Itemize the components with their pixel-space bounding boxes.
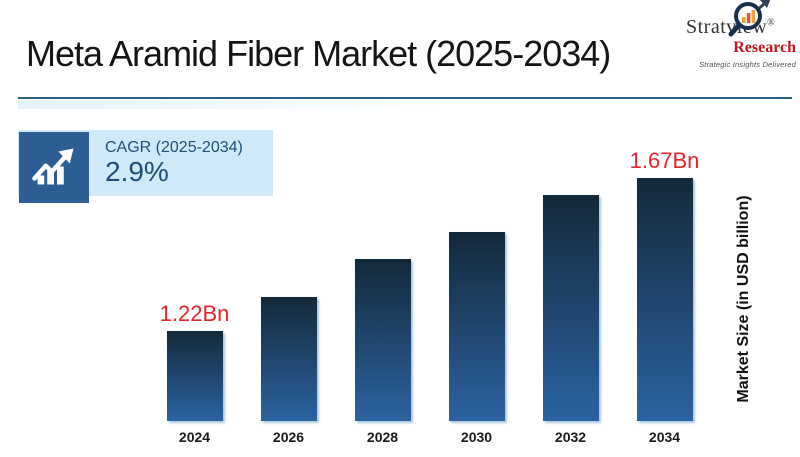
bar-2032: [542, 195, 599, 421]
title-divider-glow: [18, 100, 448, 109]
cagr-label: CAGR (2025-2034): [105, 139, 243, 156]
category-label-2024: 2024: [178, 429, 211, 445]
registered-trademark-icon: ®: [767, 17, 776, 29]
bar-2026: [260, 297, 317, 421]
y-axis-title: Market Size (in USD billion): [735, 195, 752, 403]
page-title: Meta Aramid Fiber Market (2025-2034): [26, 33, 611, 74]
category-label-2028: 2028: [366, 429, 399, 445]
category-label-2026: 2026: [272, 429, 305, 445]
category-label-2032: 2032: [554, 429, 587, 445]
category-label-2034: 2034: [648, 429, 681, 445]
cagr-value: 2.9%: [105, 156, 169, 187]
bar-2024: [166, 331, 223, 421]
title-divider: [18, 97, 792, 99]
bar-2030: [448, 232, 505, 421]
logo-tagline: Strategic Insights Delivered: [699, 60, 796, 69]
cagr-card: CAGR (2025-2034) 2.9%: [18, 130, 273, 203]
bar-2028: [354, 259, 411, 421]
logo-secondary-text: Research: [733, 39, 796, 56]
data-label-2034: 1.67Bn: [629, 148, 700, 173]
data-label-2024: 1.22Bn: [159, 301, 230, 326]
bar-2034: [636, 178, 693, 421]
growth-bars-arrow-icon: [19, 132, 89, 203]
stratview-logo: Stratview® Research Strategic Insights D…: [670, 0, 798, 76]
magnifier-growth-chart-icon: [728, 0, 771, 37]
category-label-2030: 2030: [460, 429, 493, 445]
